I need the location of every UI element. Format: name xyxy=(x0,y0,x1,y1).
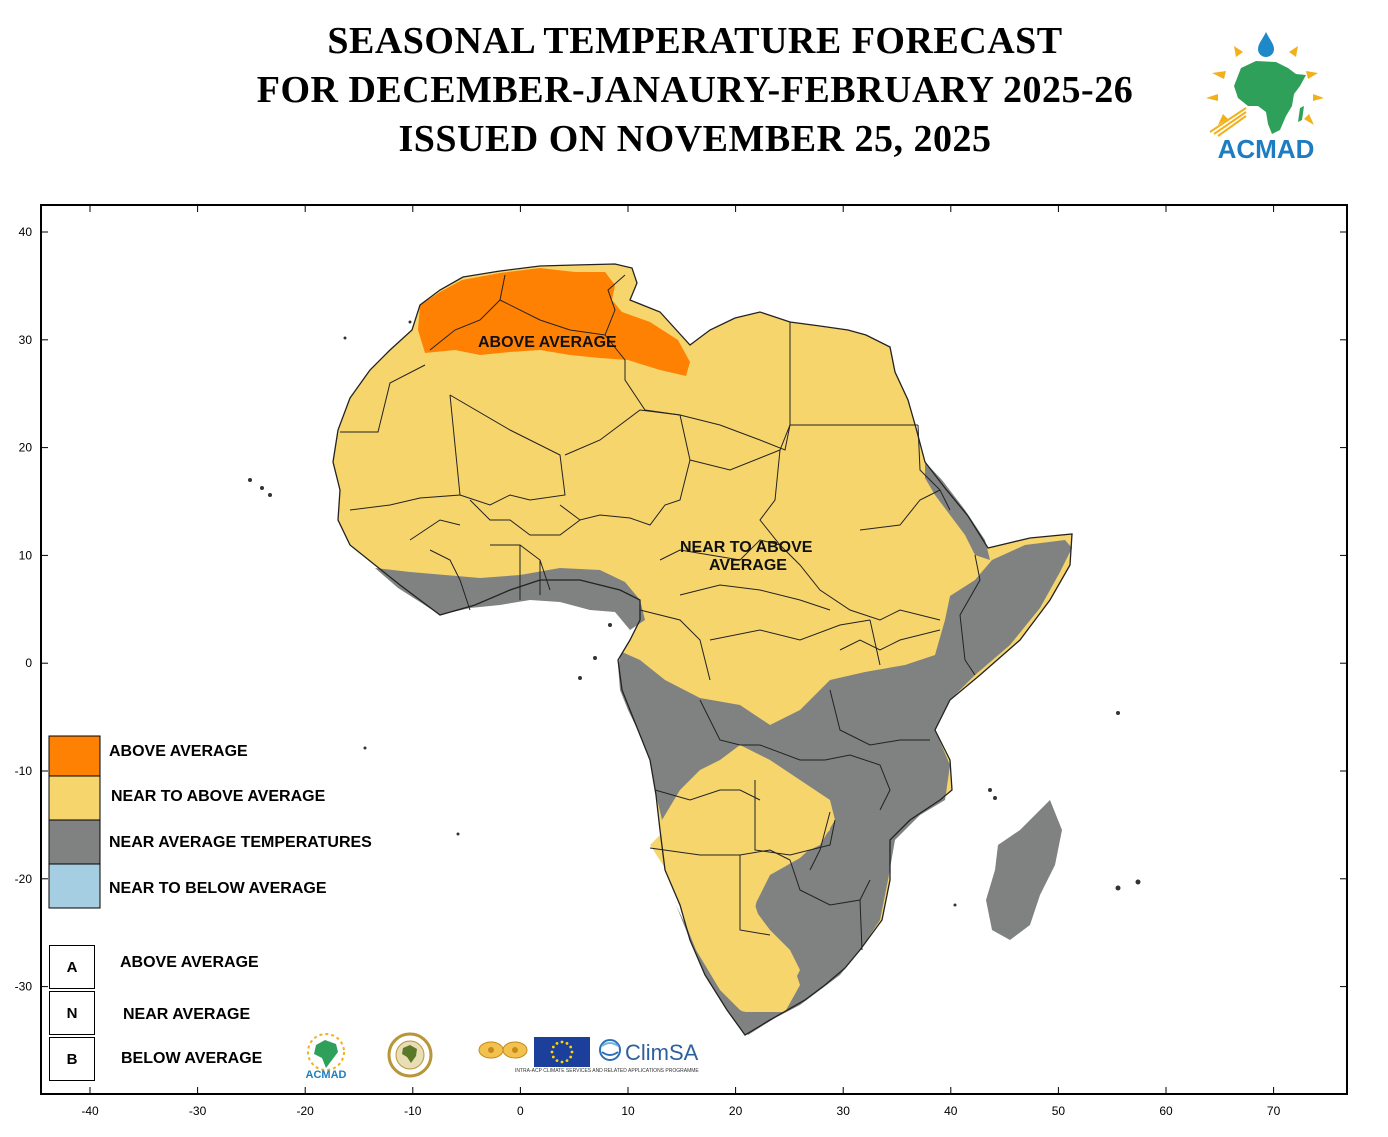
eu-star-icon xyxy=(560,1040,564,1044)
eu-flag-icon xyxy=(534,1037,590,1067)
acp-logo xyxy=(478,1041,528,1059)
y-tick-label: 30 xyxy=(19,333,33,347)
legend-swatch-above xyxy=(48,735,101,777)
y-tick-label: -10 xyxy=(15,764,33,778)
water-drop-icon xyxy=(1258,32,1274,57)
title-line-1: SEASONAL TEMPERATURE FORECAST xyxy=(327,20,1063,62)
y-tick-label: 0 xyxy=(25,656,32,670)
title-line-2: FOR DECEMBER-JANAURY-FEBRUARY 2025-26 xyxy=(256,69,1134,111)
near-average-west-africa xyxy=(375,568,645,630)
africa-coastline xyxy=(332,263,1073,1036)
x-axis-ticks: -40 -30 -20 -10 0 10 20 30 40 50 60 70 xyxy=(81,205,1281,1118)
x-tick-label: -20 xyxy=(297,1104,315,1118)
eu-star-icon xyxy=(565,1041,569,1045)
rays-lines-icon xyxy=(1209,107,1247,137)
y-tick-label: -20 xyxy=(15,872,33,886)
africa-silhouette-icon xyxy=(1234,61,1306,134)
climsa-text: ClimSA xyxy=(625,1040,699,1065)
x-tick-label: 60 xyxy=(1159,1104,1173,1118)
letter-label-a: ABOVE AVERAGE xyxy=(120,954,259,971)
eu-star-icon xyxy=(570,1050,574,1054)
eu-star-icon xyxy=(555,1041,559,1045)
legend-label-above: ABOVE AVERAGE xyxy=(109,743,248,760)
sun-rays-icon xyxy=(1206,36,1324,125)
x-tick-label: 0 xyxy=(517,1104,524,1118)
letter-box-n: N xyxy=(49,991,95,1035)
eu-star-icon xyxy=(569,1045,573,1049)
near-average-horn xyxy=(925,462,990,560)
eu-star-icon xyxy=(551,1045,555,1049)
y-tick-label: 10 xyxy=(19,548,33,562)
x-tick-label: 10 xyxy=(621,1104,635,1118)
region-label-near-above-1: NEAR TO ABOVE xyxy=(680,539,813,556)
letter-label-n: NEAR AVERAGE xyxy=(123,1006,251,1023)
region-label-above: ABOVE AVERAGE xyxy=(478,334,617,351)
madagascar-icon xyxy=(1298,106,1304,122)
climsa-logo: ClimSA INTRA-ACP CLIMATE SERVICES AND RE… xyxy=(515,1039,699,1074)
country-borders xyxy=(340,274,981,951)
x-tick-label: -40 xyxy=(81,1104,99,1118)
near-average-sw-coast xyxy=(676,905,760,1035)
y-tick-label: 40 xyxy=(19,225,33,239)
legend-label-near-below: NEAR TO BELOW AVERAGE xyxy=(109,880,327,897)
letter-label-b: BELOW AVERAGE xyxy=(121,1050,263,1067)
acmad-logo: ACMAD xyxy=(1206,32,1324,163)
region-label-near-above-2: AVERAGE xyxy=(709,557,787,574)
eu-star-icon xyxy=(550,1050,554,1054)
legend-swatch-near-above xyxy=(48,775,101,821)
above-average-region xyxy=(418,268,690,376)
african-union-logo xyxy=(387,1032,433,1078)
legend-label-near: NEAR AVERAGE TEMPERATURES xyxy=(109,834,372,851)
x-tick-label: -30 xyxy=(189,1104,207,1118)
x-tick-label: 50 xyxy=(1052,1104,1066,1118)
eu-star-icon xyxy=(569,1055,573,1059)
acmad-logo-text: ACMAD xyxy=(1218,134,1315,163)
islands xyxy=(248,320,1141,907)
x-tick-label: -10 xyxy=(404,1104,422,1118)
legend-swatch-near-below xyxy=(48,863,101,909)
x-tick-label: 20 xyxy=(729,1104,743,1118)
x-tick-label: 30 xyxy=(837,1104,851,1118)
climsa-subtext: INTRA-ACP CLIMATE SERVICES AND RELATED A… xyxy=(515,1068,699,1074)
eu-star-icon xyxy=(551,1055,555,1059)
near-average-east-south xyxy=(618,540,1072,1035)
madagascar-landmass xyxy=(986,800,1062,940)
partner-acmad-text: ACMAD xyxy=(306,1069,347,1081)
letter-box-b: B xyxy=(49,1037,95,1081)
legend-swatch-near xyxy=(48,819,101,865)
y-tick-label: -30 xyxy=(15,980,33,994)
title-line-3: ISSUED ON NOVEMBER 25, 2025 xyxy=(398,118,992,160)
letter-box-a: A xyxy=(49,945,95,989)
partner-acmad-logo: ACMAD xyxy=(306,1033,347,1081)
legend-label-near-above: NEAR TO ABOVE AVERAGE xyxy=(111,788,326,805)
x-tick-label: 40 xyxy=(944,1104,958,1118)
eu-star-icon xyxy=(565,1059,569,1063)
x-tick-label: 70 xyxy=(1267,1104,1281,1118)
eu-star-icon xyxy=(555,1059,559,1063)
y-axis-ticks: 40 30 20 10 0 -10 -20 -30 xyxy=(15,225,1347,994)
y-tick-label: 20 xyxy=(19,441,33,455)
eu-star-icon xyxy=(560,1060,564,1064)
